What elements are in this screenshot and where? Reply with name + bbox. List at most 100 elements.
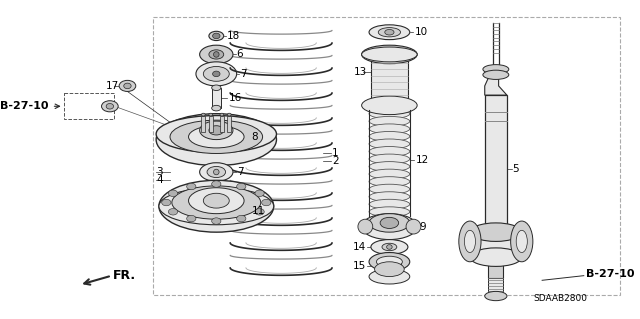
Ellipse shape bbox=[214, 52, 219, 57]
Ellipse shape bbox=[170, 120, 262, 153]
Ellipse shape bbox=[189, 188, 244, 214]
Text: 3: 3 bbox=[156, 167, 163, 177]
Bar bbox=[484, 95, 507, 229]
Text: 2: 2 bbox=[332, 156, 339, 166]
Ellipse shape bbox=[207, 167, 225, 178]
Ellipse shape bbox=[362, 214, 417, 240]
Ellipse shape bbox=[516, 230, 527, 253]
Ellipse shape bbox=[187, 215, 196, 222]
Ellipse shape bbox=[196, 62, 237, 86]
Ellipse shape bbox=[262, 199, 271, 206]
Ellipse shape bbox=[369, 269, 410, 284]
Text: 7: 7 bbox=[241, 69, 247, 79]
Ellipse shape bbox=[385, 29, 394, 35]
Ellipse shape bbox=[358, 219, 372, 234]
Ellipse shape bbox=[465, 230, 476, 253]
Ellipse shape bbox=[470, 223, 522, 241]
Text: 7: 7 bbox=[237, 167, 243, 177]
Ellipse shape bbox=[369, 116, 410, 126]
Ellipse shape bbox=[378, 28, 401, 37]
Text: 17: 17 bbox=[106, 81, 120, 91]
Ellipse shape bbox=[156, 114, 276, 166]
Ellipse shape bbox=[255, 209, 264, 215]
Text: SDAAB2800: SDAAB2800 bbox=[534, 294, 588, 303]
Ellipse shape bbox=[212, 71, 220, 77]
Text: 15: 15 bbox=[353, 261, 366, 271]
Ellipse shape bbox=[119, 80, 136, 92]
Ellipse shape bbox=[168, 190, 178, 197]
Text: 10: 10 bbox=[414, 27, 428, 37]
Ellipse shape bbox=[220, 113, 224, 116]
Ellipse shape bbox=[369, 184, 410, 194]
Ellipse shape bbox=[369, 177, 410, 187]
Ellipse shape bbox=[484, 291, 507, 301]
Ellipse shape bbox=[200, 45, 233, 64]
Polygon shape bbox=[484, 67, 507, 95]
Ellipse shape bbox=[369, 124, 410, 134]
Text: 11: 11 bbox=[252, 206, 265, 216]
Ellipse shape bbox=[470, 248, 522, 266]
Ellipse shape bbox=[102, 101, 118, 112]
Ellipse shape bbox=[237, 183, 246, 190]
Ellipse shape bbox=[106, 103, 113, 109]
Ellipse shape bbox=[369, 253, 410, 271]
Ellipse shape bbox=[187, 183, 196, 190]
Text: 12: 12 bbox=[415, 155, 429, 165]
Ellipse shape bbox=[212, 105, 221, 111]
Ellipse shape bbox=[209, 126, 224, 135]
Ellipse shape bbox=[202, 113, 205, 116]
Ellipse shape bbox=[369, 139, 410, 149]
Ellipse shape bbox=[369, 25, 410, 40]
Bar bbox=[63, 93, 115, 119]
Ellipse shape bbox=[168, 209, 178, 215]
Ellipse shape bbox=[369, 207, 410, 217]
Ellipse shape bbox=[227, 113, 231, 116]
Ellipse shape bbox=[382, 243, 397, 251]
Ellipse shape bbox=[204, 193, 229, 208]
Ellipse shape bbox=[369, 162, 410, 171]
Ellipse shape bbox=[374, 262, 404, 277]
Ellipse shape bbox=[159, 188, 274, 225]
Text: 9: 9 bbox=[419, 222, 426, 232]
Bar bbox=[227, 115, 231, 132]
Ellipse shape bbox=[362, 96, 417, 115]
Ellipse shape bbox=[483, 70, 509, 79]
Ellipse shape bbox=[237, 215, 246, 222]
Ellipse shape bbox=[172, 186, 260, 219]
Ellipse shape bbox=[406, 219, 421, 234]
Ellipse shape bbox=[162, 199, 171, 206]
Text: B-27-10: B-27-10 bbox=[0, 101, 49, 111]
Ellipse shape bbox=[159, 180, 274, 232]
Bar bbox=[488, 278, 503, 296]
Text: 16: 16 bbox=[228, 93, 241, 103]
Text: 18: 18 bbox=[227, 31, 240, 41]
Ellipse shape bbox=[209, 31, 224, 41]
Bar bbox=[154, 18, 620, 295]
Ellipse shape bbox=[255, 190, 264, 197]
Bar bbox=[476, 229, 516, 257]
Text: B-27-10: B-27-10 bbox=[586, 269, 634, 279]
Ellipse shape bbox=[380, 217, 399, 228]
Ellipse shape bbox=[124, 83, 131, 89]
Ellipse shape bbox=[189, 126, 244, 148]
Ellipse shape bbox=[212, 85, 221, 91]
Ellipse shape bbox=[369, 192, 410, 202]
Ellipse shape bbox=[459, 221, 481, 262]
Ellipse shape bbox=[369, 109, 410, 119]
Text: 13: 13 bbox=[354, 67, 367, 77]
Ellipse shape bbox=[212, 181, 221, 187]
Ellipse shape bbox=[362, 47, 417, 62]
Text: 6: 6 bbox=[237, 49, 243, 59]
Ellipse shape bbox=[376, 256, 403, 267]
Ellipse shape bbox=[212, 218, 221, 224]
Bar bbox=[378, 262, 401, 277]
Ellipse shape bbox=[371, 240, 408, 254]
Bar bbox=[220, 115, 224, 132]
Bar bbox=[202, 115, 205, 132]
Ellipse shape bbox=[209, 113, 212, 116]
Bar bbox=[212, 88, 221, 108]
Text: 1: 1 bbox=[332, 148, 339, 158]
Ellipse shape bbox=[387, 245, 392, 249]
Bar bbox=[488, 257, 503, 278]
Text: 5: 5 bbox=[513, 164, 519, 174]
